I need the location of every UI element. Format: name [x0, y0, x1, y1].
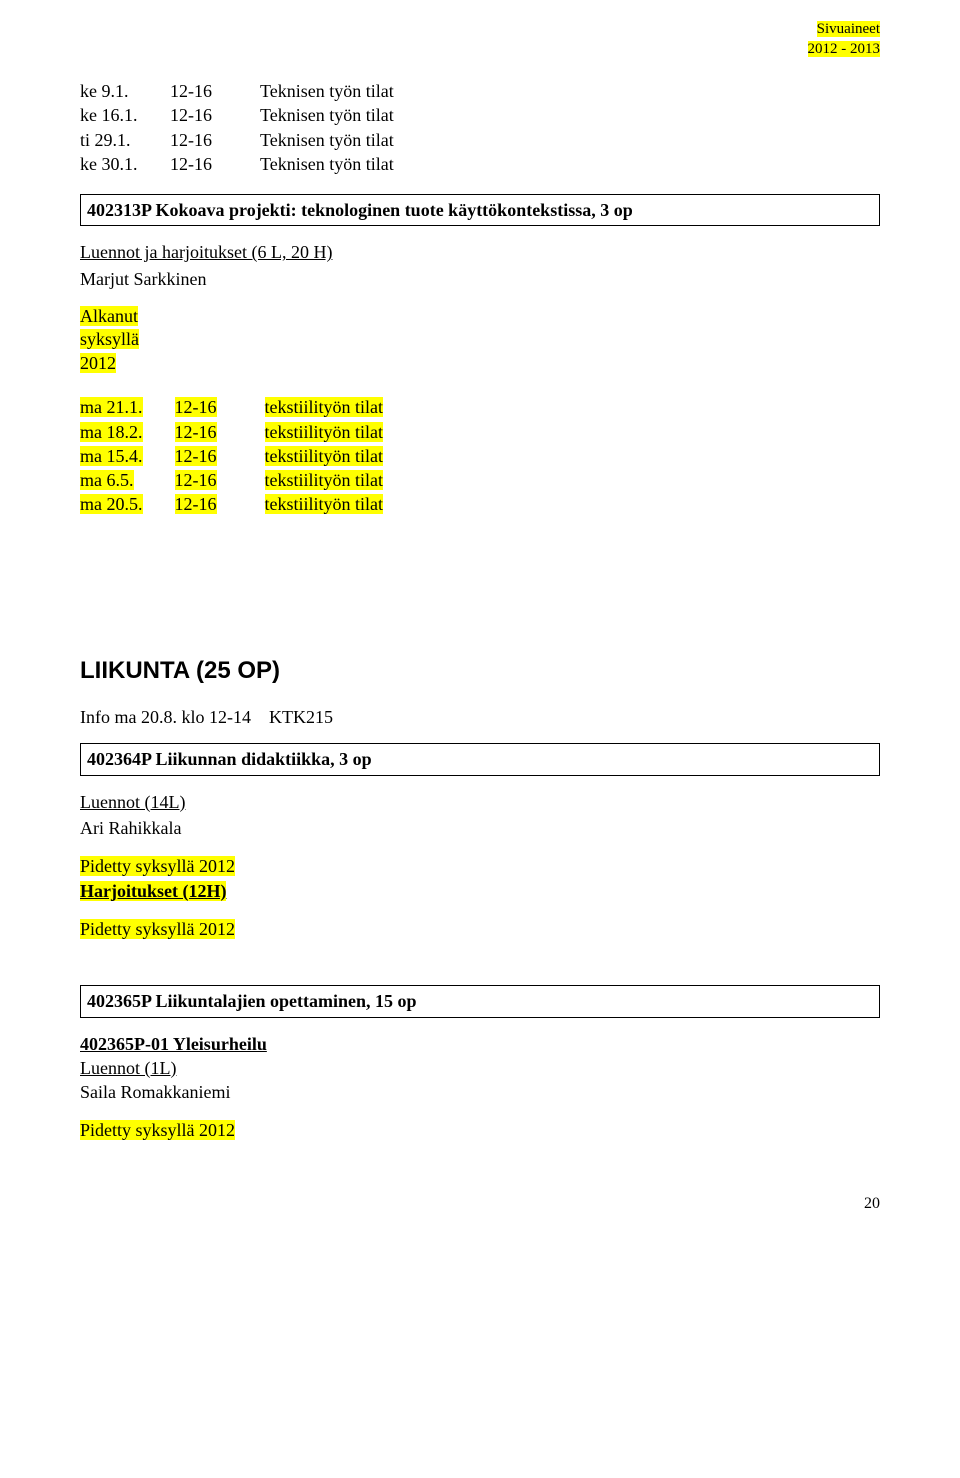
course-box-402313p: 402313P Kokoava projekti: teknologinen t… [80, 194, 880, 226]
schedule-row: ke 9.1.12-16Teknisen työn tilat [80, 79, 394, 103]
schedule-row: ma 20.5.12-16tekstiilityön tilat [80, 492, 383, 516]
schedule-room: Teknisen työn tilat [260, 103, 394, 127]
course1-sub-text: Luennot ja harjoitukset (6 L, 20 H) [80, 242, 332, 262]
header-year: 2012 - 2013 [808, 41, 881, 57]
pidetty2: Pidetty syksyllä 2012 [80, 919, 235, 939]
course2-title: 402364P Liikunnan didaktiikka, 3 op [87, 749, 372, 769]
schedule-row: ma 18.2.12-16tekstiilityön tilat [80, 420, 383, 444]
course2-subheading: Luennot (14L) [80, 790, 880, 814]
pidetty-block-3: Pidetty syksyllä 2012 [80, 1118, 880, 1142]
course-title: 402313P Kokoava projekti: teknologinen t… [87, 200, 633, 220]
schedule-day: ma 15.4. [80, 444, 175, 468]
schedule-row: ke 16.1.12-16Teknisen työn tilat [80, 103, 394, 127]
schedule-time: 12-16 [175, 395, 265, 419]
schedule-day: ke 30.1. [80, 152, 170, 176]
schedule-room: tekstiilityön tilat [265, 444, 384, 468]
course3-sub2-text: Luennot (1L) [80, 1058, 176, 1078]
course3-sub1: 402365P-01 Yleisurheilu [80, 1032, 880, 1056]
schedule-time: 12-16 [170, 152, 260, 176]
schedule-row: ma 21.1.12-16tekstiilityön tilat [80, 395, 383, 419]
info-prefix: Info ma 20.8. klo 12-14 [80, 707, 251, 727]
header-subject: Sivuaineet [817, 21, 880, 37]
schedule-time: 12-16 [170, 79, 260, 103]
course2-sub-text: Luennot (14L) [80, 792, 185, 812]
schedule-day: ke 16.1. [80, 103, 170, 127]
liikunta-heading: LIIKUNTA (25 OP) [80, 655, 880, 687]
schedule-room: tekstiilityön tilat [265, 492, 384, 516]
course3-teacher: Saila Romakkaniemi [80, 1080, 880, 1104]
schedule-time: 12-16 [175, 444, 265, 468]
schedule-row: ti 29.1.12-16Teknisen työn tilat [80, 128, 394, 152]
course3-sub1-text: 402365P-01 Yleisurheilu [80, 1034, 267, 1054]
schedule-time: 12-16 [175, 492, 265, 516]
course3-title: 402365P Liikuntalajien opettaminen, 15 o… [87, 991, 417, 1011]
pidetty-block-1: Pidetty syksyllä 2012 Harjoitukset (12H) [80, 854, 880, 903]
schedule-room: tekstiilityön tilat [265, 395, 384, 419]
schedule-room: Teknisen työn tilat [260, 128, 394, 152]
schedule-tekninen: ke 9.1.12-16Teknisen työn tilatke 16.1.1… [80, 79, 394, 176]
info-room: KTK215 [269, 707, 333, 727]
alkanut-block: Alkanut syksyllä 2012 [80, 305, 880, 375]
alkanut-line3: 2012 [80, 353, 116, 373]
schedule-day: ma 21.1. [80, 395, 175, 419]
course-box-402365p: 402365P Liikuntalajien opettaminen, 15 o… [80, 985, 880, 1017]
schedule-tekstiili: ma 21.1.12-16tekstiilityön tilatma 18.2.… [80, 395, 383, 516]
pidetty3: Pidetty syksyllä 2012 [80, 1120, 235, 1140]
schedule-room: tekstiilityön tilat [265, 468, 384, 492]
schedule-time: 12-16 [175, 468, 265, 492]
course2-teacher: Ari Rahikkala [80, 816, 880, 840]
course3-sub2: Luennot (1L) [80, 1056, 880, 1080]
schedule-row: ke 30.1.12-16Teknisen työn tilat [80, 152, 394, 176]
schedule-time: 12-16 [175, 420, 265, 444]
schedule-day: ma 6.5. [80, 468, 175, 492]
pidetty1: Pidetty syksyllä 2012 [80, 856, 235, 876]
schedule-day: ti 29.1. [80, 128, 170, 152]
schedule-room: Teknisen työn tilat [260, 79, 394, 103]
schedule-time: 12-16 [170, 128, 260, 152]
harjoitukset: Harjoitukset (12H) [80, 881, 226, 901]
course1-subheading: Luennot ja harjoitukset (6 L, 20 H) [80, 240, 880, 264]
course-box-402364p: 402364P Liikunnan didaktiikka, 3 op [80, 743, 880, 775]
schedule-time: 12-16 [170, 103, 260, 127]
page-number: 20 [80, 1193, 880, 1215]
schedule-row: ma 6.5.12-16tekstiilityön tilat [80, 468, 383, 492]
schedule-room: Teknisen työn tilat [260, 152, 394, 176]
schedule-row: ma 15.4.12-16tekstiilityön tilat [80, 444, 383, 468]
info-line: Info ma 20.8. klo 12-14 KTK215 [80, 705, 880, 729]
schedule-day: ma 20.5. [80, 492, 175, 516]
course1-teacher: Marjut Sarkkinen [80, 267, 880, 291]
schedule-day: ma 18.2. [80, 420, 175, 444]
schedule-day: ke 9.1. [80, 79, 170, 103]
schedule-room: tekstiilityön tilat [265, 420, 384, 444]
alkanut-line1: Alkanut [80, 306, 138, 326]
pidetty-block-2: Pidetty syksyllä 2012 [80, 917, 880, 941]
alkanut-line2: syksyllä [80, 329, 139, 349]
page-header: Sivuaineet 2012 - 2013 [80, 20, 880, 59]
